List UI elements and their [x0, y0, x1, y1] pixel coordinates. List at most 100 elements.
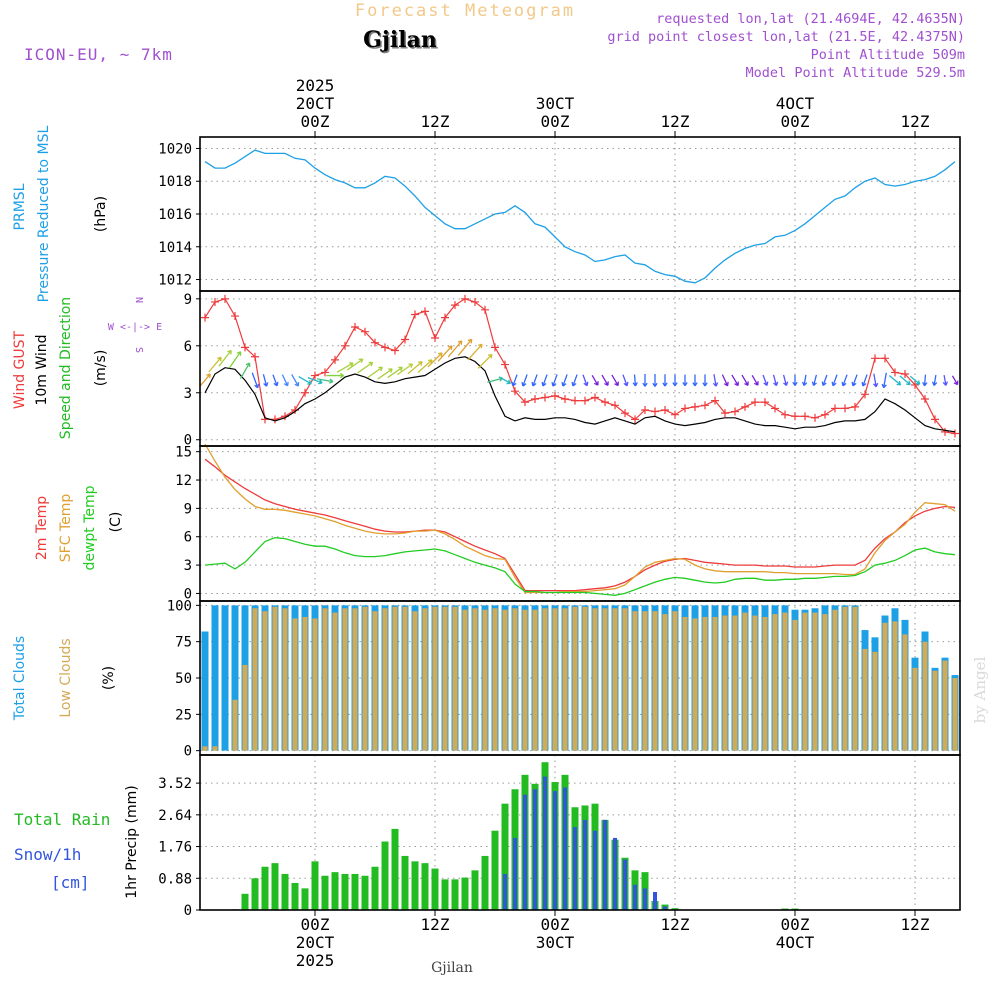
top-axis-label: 12Z: [901, 112, 930, 131]
snow-bar: [603, 819, 607, 910]
snow-bar: [663, 906, 667, 910]
panel-1: 1012 1014 1016 1018 1020 PRMSL Pressure Reduce…: [12, 125, 961, 302]
temp-2m-line: [204, 458, 956, 592]
low-clouds-bar: [562, 608, 568, 751]
wind-direction-arrow: [397, 363, 414, 376]
wind-direction-arrow: [751, 374, 759, 386]
wind-direction-arrow: [218, 349, 232, 367]
low-clouds-bar: [322, 608, 328, 751]
wind-direction-arrow: [872, 373, 879, 388]
snow-label: Snow/1h: [14, 845, 81, 864]
gust-point: [681, 404, 689, 413]
rain-bar: [441, 879, 449, 910]
y-tick-label: 9: [184, 501, 192, 517]
wind-direction-arrow: [782, 374, 789, 386]
model-name: ICON-EU, ~ 7km: [24, 45, 173, 64]
low-clouds-bar: [442, 606, 448, 751]
wind-direction-arrow: [662, 374, 668, 387]
low-clouds-bar: [912, 667, 918, 751]
gust-point: [591, 393, 599, 402]
footer-location: Gjilan: [431, 960, 473, 976]
wind-direction-arrow: [821, 374, 828, 387]
rain-bar: [501, 803, 509, 910]
y-tick-label: 0.88: [158, 871, 192, 887]
gust-point: [841, 404, 849, 413]
gust-point: [871, 354, 879, 363]
rain-bar: [491, 830, 499, 910]
wind-direction-arrow: [772, 374, 779, 387]
compass-north: N: [133, 297, 144, 303]
y-tick-label: 0: [184, 903, 192, 919]
low-clouds-bar: [382, 608, 388, 751]
gust-point: [781, 410, 789, 419]
top-axis-label: 2025: [296, 76, 335, 95]
low-clouds-bar: [902, 634, 908, 751]
y-tick-label: 25: [175, 707, 192, 723]
panels: 1012 1014 1016 1018 1020 PRMSL Pressure Reduce…: [12, 125, 961, 919]
low-clouds-bar: [482, 609, 488, 751]
gust-point: [541, 393, 549, 402]
wind-direction-arrow: [199, 373, 211, 387]
snow-bar: [623, 859, 627, 910]
gust-point: [721, 409, 729, 418]
top-axis-label: 20CT: [296, 94, 335, 113]
wind-direction-arrow: [632, 374, 638, 387]
low-clouds-bar: [282, 608, 288, 751]
wind-direction-arrow: [861, 374, 868, 387]
low-clouds-bar: [592, 608, 598, 751]
wind-direction-arrow: [239, 362, 251, 380]
gust-point: [501, 360, 509, 369]
wind-direction-arrow: [346, 358, 364, 371]
pressure-unit: (hPa): [93, 196, 109, 232]
snow-bar: [583, 819, 587, 910]
low-clouds-bar: [712, 616, 718, 751]
y-tick-label: 15: [175, 445, 192, 461]
low-clouds-bar: [262, 611, 268, 751]
wind-direction-arrow: [899, 375, 911, 386]
low-clouds-bar: [742, 612, 748, 751]
gust-point: [531, 395, 539, 404]
gust-point: [241, 343, 249, 352]
rain-bar: [461, 877, 469, 910]
wind-direction-arrow: [511, 374, 518, 387]
gust-point: [761, 398, 769, 407]
low-clouds-bar: [522, 609, 528, 751]
gust-point: [381, 343, 389, 352]
low-clouds-bar: [732, 615, 738, 751]
wind-direction-arrow: [531, 374, 538, 387]
low-clouds-bar: [822, 614, 828, 751]
gust-point: [941, 427, 949, 436]
bottom-axis-label: 00Z: [781, 915, 810, 934]
panel-4: 0 25 50 75 100 Total Clouds Low Clouds (%): [12, 598, 961, 760]
low-clouds-bar: [832, 609, 838, 751]
gust-line: [204, 298, 956, 435]
low-clouds-bar: [292, 618, 298, 751]
low-clouds-bar: [812, 612, 818, 751]
gust-point: [951, 429, 959, 438]
wind-direction-arrow: [521, 374, 528, 387]
low-clouds-bar: [752, 615, 758, 751]
rain-bar: [311, 861, 319, 910]
dewpt-temp-line: [204, 537, 956, 596]
y-tick-label: 0: [184, 586, 192, 602]
dewpt-temp-label: dewpt Temp: [82, 485, 98, 570]
wind-direction-arrow: [951, 375, 959, 386]
gust-point: [831, 404, 839, 413]
total-clouds-bar: [201, 631, 209, 751]
pressure-line: [204, 149, 956, 284]
bottom-axis-label: 00Z: [541, 915, 570, 934]
rain-bar: [301, 888, 309, 910]
rain-bar: [351, 873, 359, 910]
wind-direction-arrow: [291, 374, 300, 387]
low-clouds-bar: [212, 746, 218, 751]
low-clouds-bar: [642, 611, 648, 751]
low-clouds-bar: [722, 615, 728, 751]
gust-point: [251, 352, 259, 361]
bottom-axis-label: 12Z: [421, 915, 450, 934]
gust-point: [371, 338, 379, 347]
y-tick-label: 6: [184, 339, 192, 355]
snow-bar: [503, 873, 507, 910]
low-clouds-bar: [782, 612, 788, 751]
gust-point: [731, 407, 739, 416]
